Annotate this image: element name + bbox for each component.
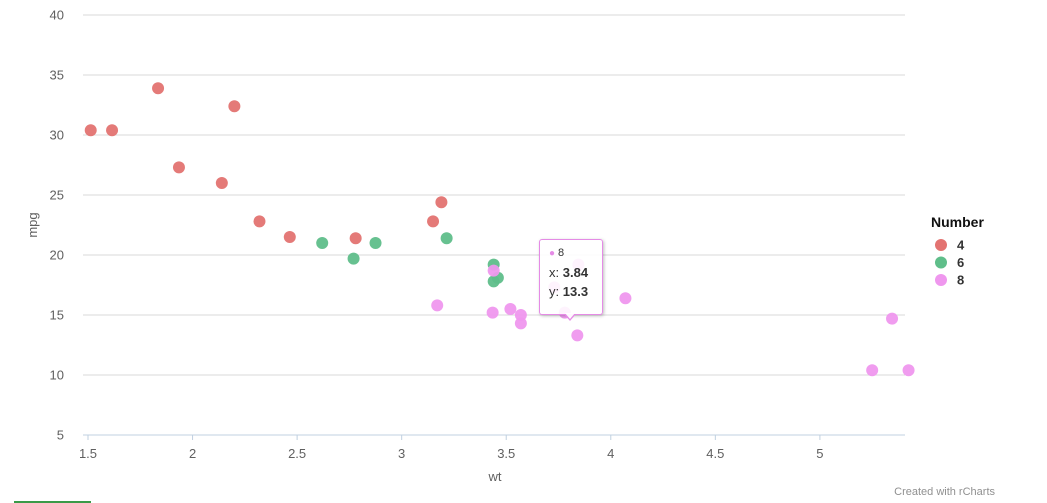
y-tick-label: 10 <box>50 368 64 383</box>
legend-title: Number <box>931 214 984 230</box>
data-point[interactable] <box>106 124 119 137</box>
data-point[interactable] <box>253 215 266 228</box>
legend-label: 8 <box>957 273 964 288</box>
legend-label: 4 <box>957 238 965 253</box>
legend-marker-icon <box>935 239 947 251</box>
y-tick-label: 20 <box>50 248 64 263</box>
y-axis-title: mpg <box>25 212 40 237</box>
legend-label: 6 <box>957 255 964 270</box>
data-point[interactable] <box>228 100 241 113</box>
data-point[interactable] <box>619 292 632 305</box>
x-tick-label: 2 <box>189 446 196 461</box>
data-point[interactable] <box>866 364 879 377</box>
y-tick-label: 30 <box>50 128 64 143</box>
data-point[interactable] <box>487 264 500 277</box>
data-point[interactable] <box>902 364 915 377</box>
data-point[interactable] <box>283 231 296 243</box>
x-tick-label: 3.5 <box>497 446 515 461</box>
legend-marker-icon <box>935 274 947 286</box>
grid-lines <box>83 14 905 376</box>
data-point[interactable] <box>571 329 584 342</box>
y-tick-label: 40 <box>50 8 64 23</box>
legend: Number 4 6 8 <box>931 214 984 288</box>
tooltip-series-name: 8 <box>558 247 565 259</box>
data-point[interactable] <box>440 232 453 245</box>
legend-item-6[interactable]: 6 <box>935 255 964 270</box>
data-point[interactable] <box>316 237 329 249</box>
tooltip-header: ● 8 <box>549 246 602 261</box>
data-point[interactable] <box>347 252 360 265</box>
legend-marker-icon <box>935 256 947 269</box>
x-tick-label: 4.5 <box>706 446 724 461</box>
data-point[interactable] <box>152 82 165 95</box>
data-point[interactable] <box>886 312 899 325</box>
series-8 <box>431 258 915 377</box>
data-point[interactable] <box>431 299 444 312</box>
data-point[interactable] <box>349 232 362 245</box>
tooltip-y-row: y: 13.3 <box>549 282 602 301</box>
x-axis: 1.5 2 2.5 3 3.5 4 4.5 5 wt <box>79 434 905 484</box>
data-point[interactable] <box>172 161 185 174</box>
y-tick-label: 15 <box>50 308 64 323</box>
data-point[interactable] <box>486 306 499 319</box>
y-tick-label: 35 <box>50 68 64 83</box>
tooltip-y-label: y: <box>549 284 560 299</box>
x-tick-label: 5 <box>816 446 823 461</box>
series-4 <box>84 82 448 245</box>
x-tick-label: 3 <box>398 446 405 461</box>
credits-link[interactable]: Created with rCharts <box>894 486 995 498</box>
tooltip-y-value: 13.3 <box>562 284 589 299</box>
x-axis-title: wt <box>488 469 502 484</box>
tooltip-x-label: x: <box>549 265 560 280</box>
legend-item-8[interactable]: 8 <box>935 273 964 288</box>
data-point[interactable] <box>504 303 517 315</box>
data-point[interactable] <box>84 124 97 137</box>
y-tick-label: 5 <box>57 428 64 443</box>
x-tick-label: 2.5 <box>288 446 306 461</box>
data-point[interactable] <box>514 317 527 330</box>
data-point[interactable] <box>215 177 228 189</box>
tooltip-arrow-fill <box>565 313 575 319</box>
point-tooltip: ● 8 x: 3.84 y: 13.3 <box>539 239 603 315</box>
tooltip-x-value: 3.84 <box>562 265 589 280</box>
x-tick-label: 4 <box>607 446 614 461</box>
tooltip-x-row: x: 3.84 <box>549 263 602 282</box>
tooltip-series-dot-icon: ● <box>549 248 556 259</box>
data-point[interactable] <box>369 237 382 249</box>
legend-item-4[interactable]: 4 <box>935 238 965 253</box>
series-6 <box>316 232 504 288</box>
y-axis: 5 10 15 20 25 30 35 40 mpg <box>25 8 64 443</box>
data-points <box>84 82 915 377</box>
data-point[interactable] <box>435 196 448 209</box>
corner-accent-bar <box>14 501 91 503</box>
y-tick-label: 25 <box>50 188 64 203</box>
x-tick-label: 1.5 <box>79 446 97 461</box>
data-point[interactable] <box>427 215 440 228</box>
data-point[interactable] <box>514 309 527 321</box>
